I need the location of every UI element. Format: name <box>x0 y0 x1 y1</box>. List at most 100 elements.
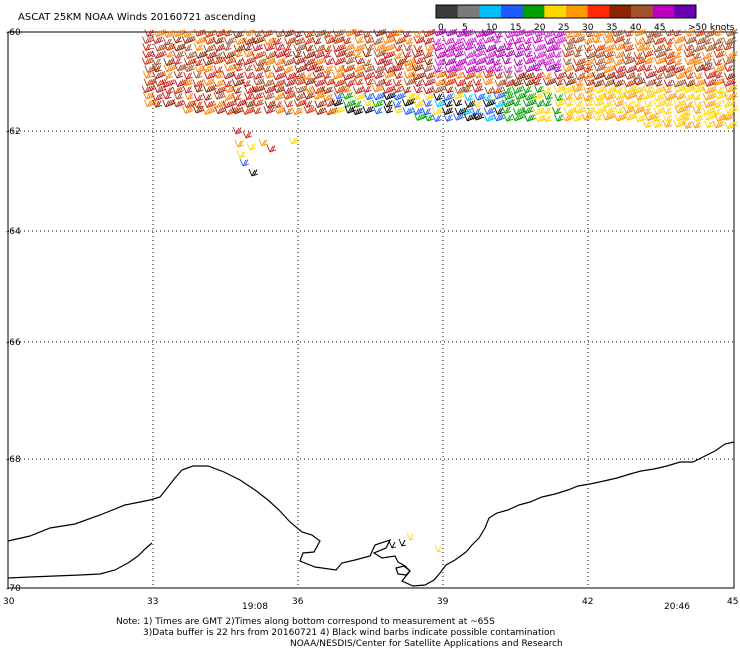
wind-barb <box>393 71 403 79</box>
wind-barb <box>172 50 185 59</box>
wind-barb <box>433 93 443 101</box>
wind-barb <box>554 93 564 102</box>
wind-barb <box>512 107 527 116</box>
wind-barb <box>703 99 717 108</box>
wind-barb <box>463 79 474 88</box>
wind-barb <box>653 72 664 81</box>
wind-barb <box>233 58 244 66</box>
wind-barb <box>151 93 164 102</box>
wind-barb <box>243 37 257 46</box>
wind-barb <box>204 51 219 60</box>
wind-barb <box>602 64 616 74</box>
wind-barb <box>583 78 596 87</box>
wind-barb <box>352 100 363 108</box>
wind-barb <box>663 43 673 52</box>
wind-barb <box>523 50 533 58</box>
wind-barb <box>493 50 506 59</box>
wind-barb <box>483 50 498 59</box>
wind-barb <box>413 56 425 65</box>
wind-barb <box>302 77 317 86</box>
wind-barb <box>674 71 686 80</box>
wind-barb <box>692 92 702 101</box>
wind-barb <box>264 51 278 60</box>
wind-barb <box>611 35 626 44</box>
wind-barb <box>183 64 195 73</box>
wind-barb <box>393 105 404 114</box>
wind-barb <box>434 58 446 66</box>
wind-barb <box>614 113 628 122</box>
wind-barb <box>282 29 295 38</box>
wind-barb <box>573 44 584 53</box>
wind-barb <box>432 37 442 46</box>
wind-barb <box>181 30 194 38</box>
wind-barb <box>273 50 288 59</box>
wind-barb <box>711 77 726 86</box>
wind-barb <box>633 57 647 66</box>
wind-barb <box>311 57 326 66</box>
wind-barb <box>392 28 402 37</box>
wind-barb <box>463 113 478 122</box>
wind-barb <box>234 36 248 46</box>
wind-barb <box>542 114 553 123</box>
wind-barb <box>288 136 299 145</box>
wind-barb <box>312 86 326 95</box>
wind-barb <box>724 121 738 130</box>
wind-barb <box>523 64 538 73</box>
wind-barb <box>254 58 268 67</box>
wind-barb <box>421 107 432 116</box>
wind-barb <box>282 43 292 52</box>
wind-barb <box>532 92 544 100</box>
legend-label: 15 <box>510 23 521 33</box>
wind-barb <box>542 106 552 115</box>
wind-barb <box>712 28 723 37</box>
wind-barb <box>572 63 586 72</box>
wind-barb <box>434 544 443 553</box>
wind-barb <box>623 91 638 100</box>
wind-barb <box>144 64 158 74</box>
wind-barb <box>173 92 184 100</box>
wind-barb <box>444 85 454 94</box>
wind-barb <box>244 85 258 94</box>
wind-barb <box>531 35 544 44</box>
wind-barb <box>398 538 407 547</box>
wind-barb <box>463 93 474 102</box>
wind-barb <box>501 56 512 65</box>
wind-barb <box>443 57 457 66</box>
wind-barb <box>444 70 458 79</box>
wind-barb <box>571 29 584 38</box>
wind-barb <box>574 72 587 81</box>
footnote-line-2: 3)Data buffer is 22 hrs from 20160721 4)… <box>143 628 556 638</box>
wind-barb <box>542 77 557 86</box>
wind-barb <box>373 106 383 115</box>
wind-barb <box>613 42 628 51</box>
wind-barb <box>422 78 436 87</box>
wind-barb <box>432 43 444 52</box>
wind-barb <box>504 37 514 46</box>
wind-barb <box>421 64 434 73</box>
wind-barb <box>672 51 682 59</box>
wind-barb <box>681 113 692 121</box>
wind-barb <box>663 64 678 73</box>
wind-barb <box>381 35 396 45</box>
wind-barb <box>222 100 237 109</box>
antarctic-coastline <box>7 441 735 587</box>
wind-barb <box>493 64 503 72</box>
wind-barb <box>483 107 496 115</box>
wind-barb <box>643 85 654 94</box>
wind-barb <box>182 85 193 94</box>
wind-barb <box>262 85 277 94</box>
wind-barb <box>662 86 673 94</box>
legend-swatch <box>587 5 610 18</box>
wind-barb <box>693 100 704 108</box>
wind-barb <box>602 72 617 81</box>
wind-barb <box>392 92 407 101</box>
wind-barb <box>511 36 524 45</box>
wind-barb <box>483 65 496 73</box>
wind-barb <box>653 56 668 65</box>
wind-barb <box>392 100 402 108</box>
wind-barb <box>262 92 275 100</box>
wind-barb <box>362 58 372 67</box>
wind-barb <box>672 35 687 44</box>
wind-barb <box>624 100 634 109</box>
wind-barb <box>634 93 645 101</box>
